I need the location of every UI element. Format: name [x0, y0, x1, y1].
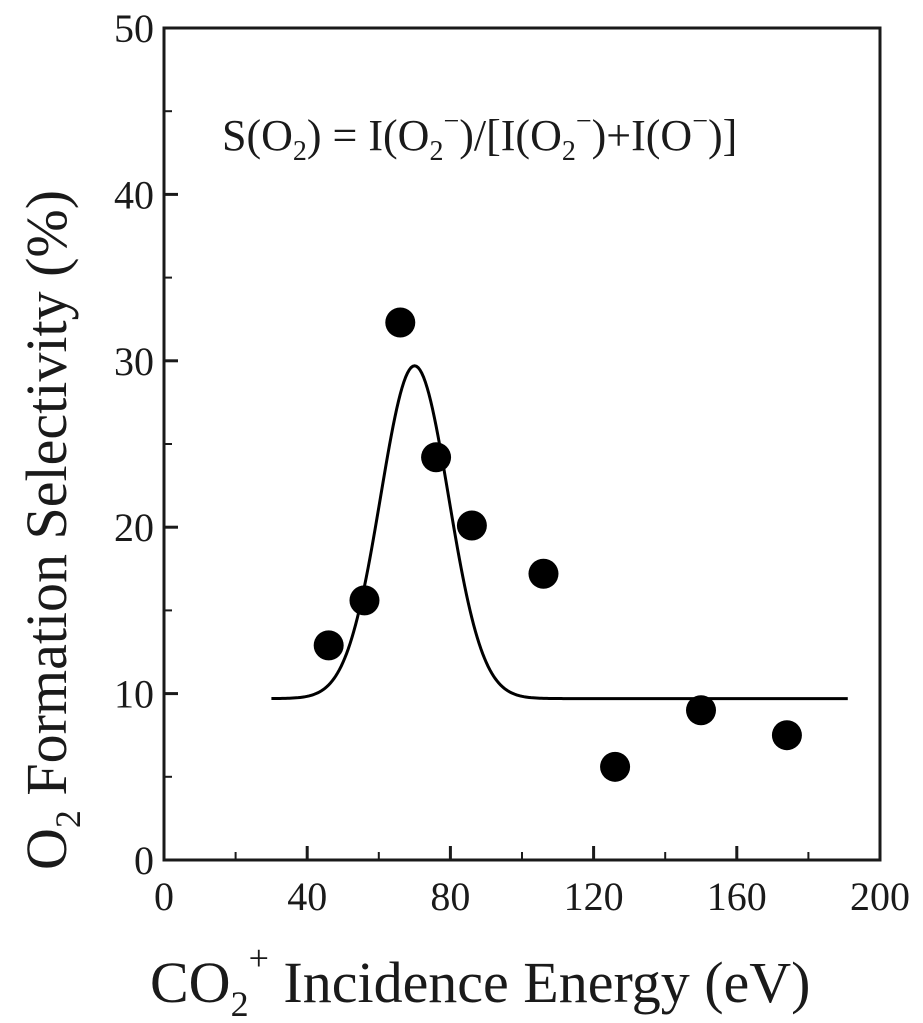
- data-point: [313, 630, 344, 661]
- x-tick-label: 120: [564, 874, 624, 919]
- y-tick-label: 50: [114, 6, 154, 51]
- data-points-layer: [313, 307, 802, 782]
- data-point: [686, 695, 716, 726]
- x-axis-title: CO2+ Incidence Energy (eV): [150, 938, 811, 1023]
- y-tick-label: 40: [114, 172, 154, 217]
- x-tick-label: 80: [430, 874, 470, 919]
- y-tick-label: 30: [114, 339, 154, 384]
- y-tick-label: 0: [134, 838, 154, 883]
- fit-curve-line: [271, 364, 848, 701]
- data-point: [421, 442, 452, 473]
- formula-annotation: S(O2) = I(O2−)/[I(O2−)+I(O−)]: [222, 106, 737, 167]
- data-point: [771, 720, 802, 751]
- y-tick-label: 20: [114, 505, 154, 550]
- data-point: [528, 558, 559, 589]
- data-point: [349, 585, 380, 616]
- x-tick-label: 160: [707, 874, 767, 919]
- y-axis-title: O2 Formation Selectivity (%): [14, 190, 88, 870]
- data-point: [385, 307, 416, 338]
- axis-ticks: 0 40 80 120 160 200 0 10 20 30 40 50: [114, 6, 910, 919]
- data-point: [456, 510, 487, 541]
- x-tick-label: 40: [287, 874, 327, 919]
- x-tick-label: 200: [850, 874, 910, 919]
- x-tick-label: 0: [154, 874, 174, 919]
- y-tick-label: 10: [114, 672, 154, 717]
- data-point: [600, 751, 631, 782]
- fit-curve-layer: [271, 364, 848, 701]
